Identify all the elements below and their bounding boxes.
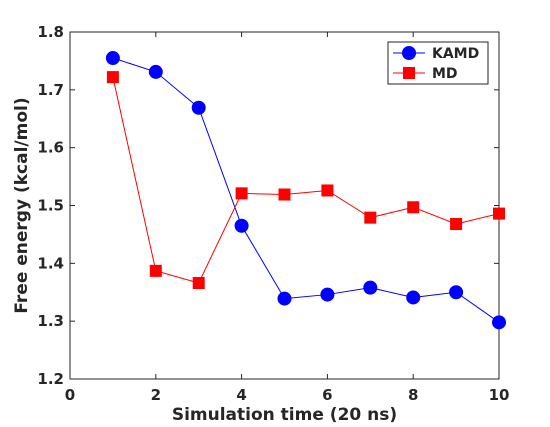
series-line-kamd <box>112 57 500 323</box>
legend-label: MD <box>432 66 458 82</box>
data-point-kamd <box>406 290 421 305</box>
legend-marker <box>402 46 416 60</box>
data-point-md <box>321 184 334 197</box>
x-tick-label: 0 <box>65 386 75 404</box>
y-tick-label: 1.3 <box>37 312 64 330</box>
data-point-md <box>407 201 420 214</box>
y-tick-label: 1.6 <box>37 139 64 157</box>
x-tick-label: 2 <box>151 386 161 404</box>
data-point-kamd <box>492 315 506 330</box>
data-point-kamd <box>148 64 163 79</box>
x-tick-label: 8 <box>408 386 418 404</box>
y-tick-label: 1.2 <box>37 370 64 388</box>
data-point-md <box>149 264 162 277</box>
data-point-kamd <box>449 285 464 300</box>
legend-item-kamd: KAMD <box>393 46 479 62</box>
data-point-kamd <box>363 280 378 295</box>
data-point-kamd <box>105 51 120 66</box>
y-tick-label: 1.8 <box>37 23 64 41</box>
data-point-md <box>278 188 291 201</box>
data-point-md <box>364 211 377 224</box>
y-tick-label: 1.5 <box>37 197 64 215</box>
data-point-md <box>235 187 248 200</box>
legend-marker <box>403 67 415 79</box>
series-md <box>106 71 505 289</box>
x-axis-title: Simulation time (20 ns) <box>172 405 397 425</box>
data-point-kamd <box>320 287 335 302</box>
x-tick-label: 10 <box>489 386 510 404</box>
legend-label: KAMD <box>432 46 479 62</box>
series-line-md <box>112 77 500 284</box>
y-tick-label: 1.4 <box>37 254 64 272</box>
legend-item-md: MD <box>393 66 458 82</box>
x-axis: 0 2 4 6 8 10 <box>65 32 510 404</box>
series-layer <box>105 51 506 330</box>
x-tick-label: 4 <box>236 386 246 404</box>
y-axis-title: Free energy (kcal/mol) <box>12 97 32 313</box>
data-point-md <box>106 71 119 84</box>
series-kamd <box>105 51 506 330</box>
y-tick-label: 1.7 <box>37 81 64 99</box>
data-point-kamd <box>191 100 206 115</box>
data-point-kamd <box>277 291 292 306</box>
data-point-md <box>493 207 505 220</box>
x-tick-label: 6 <box>322 386 332 404</box>
data-point-md <box>192 276 205 289</box>
legend: KAMD MD <box>387 41 489 85</box>
data-point-md <box>450 218 463 231</box>
y-axis: 1.2 1.3 1.4 1.5 1.6 1.7 1.8 <box>37 23 499 388</box>
data-point-kamd <box>234 218 249 233</box>
